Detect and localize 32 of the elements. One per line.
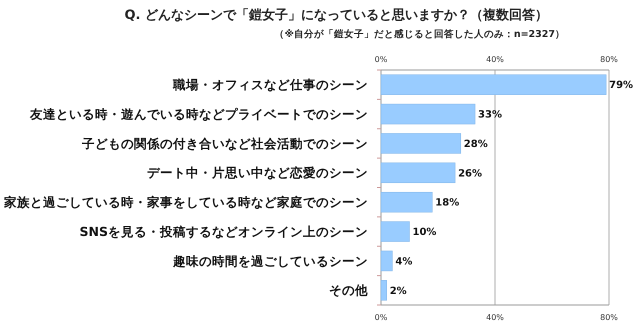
y-tick-label: 友達といる時・遊んでいる時などプライベートでのシーン: [29, 106, 368, 122]
chart-subtitle: （※自分が「鎧女子」だと感じると回答した人のみ：n=2327）: [274, 28, 565, 40]
x2-tick-label: 80%: [600, 313, 618, 322]
x-tick-label: 40%: [486, 55, 504, 64]
x2-tick-label: 0%: [374, 313, 388, 322]
data-label: 4%: [395, 256, 412, 268]
bar: [380, 162, 456, 184]
x-tick-label: 80%: [600, 55, 618, 64]
y-tick-label: 趣味の時間を過ごしているシーン: [172, 253, 368, 268]
y-tick-label: 職場・オフィスなど仕事のシーン: [172, 77, 368, 92]
data-label: 28%: [464, 138, 488, 150]
data-label: 18%: [435, 198, 460, 209]
bar: [380, 192, 433, 212]
y-tick-label: SNSを見る・投稿するなどオンライン上のシーン: [80, 224, 368, 239]
data-label: 10%: [412, 227, 436, 238]
bar: [380, 74, 606, 95]
data-label: 26%: [458, 168, 482, 180]
bar: [380, 104, 476, 124]
data-label: 33%: [478, 110, 502, 121]
bar: [380, 280, 387, 301]
y-tick-label: デート中・片思い中など恋愛のシーン: [147, 165, 368, 180]
y-tick-label: 家族と過ごしている時・家事をしている時など家庭でのシーン: [3, 194, 368, 210]
y-tick-label: 子どもの関係の付き合いなど社会活動でのシーン: [81, 136, 368, 151]
bar: [380, 250, 393, 272]
bar: [380, 133, 462, 154]
chart-title: Q. どんなシーンで「鎧女子」になっていると思いますか？（複数回答）: [124, 7, 548, 23]
bar: [380, 221, 410, 242]
x-tick-label: 0%: [374, 55, 388, 64]
data-label: 79%: [609, 80, 634, 92]
x2-tick-label: 40%: [486, 313, 504, 322]
data-label: 2%: [390, 286, 407, 297]
y-tick-label: その他: [329, 282, 369, 298]
